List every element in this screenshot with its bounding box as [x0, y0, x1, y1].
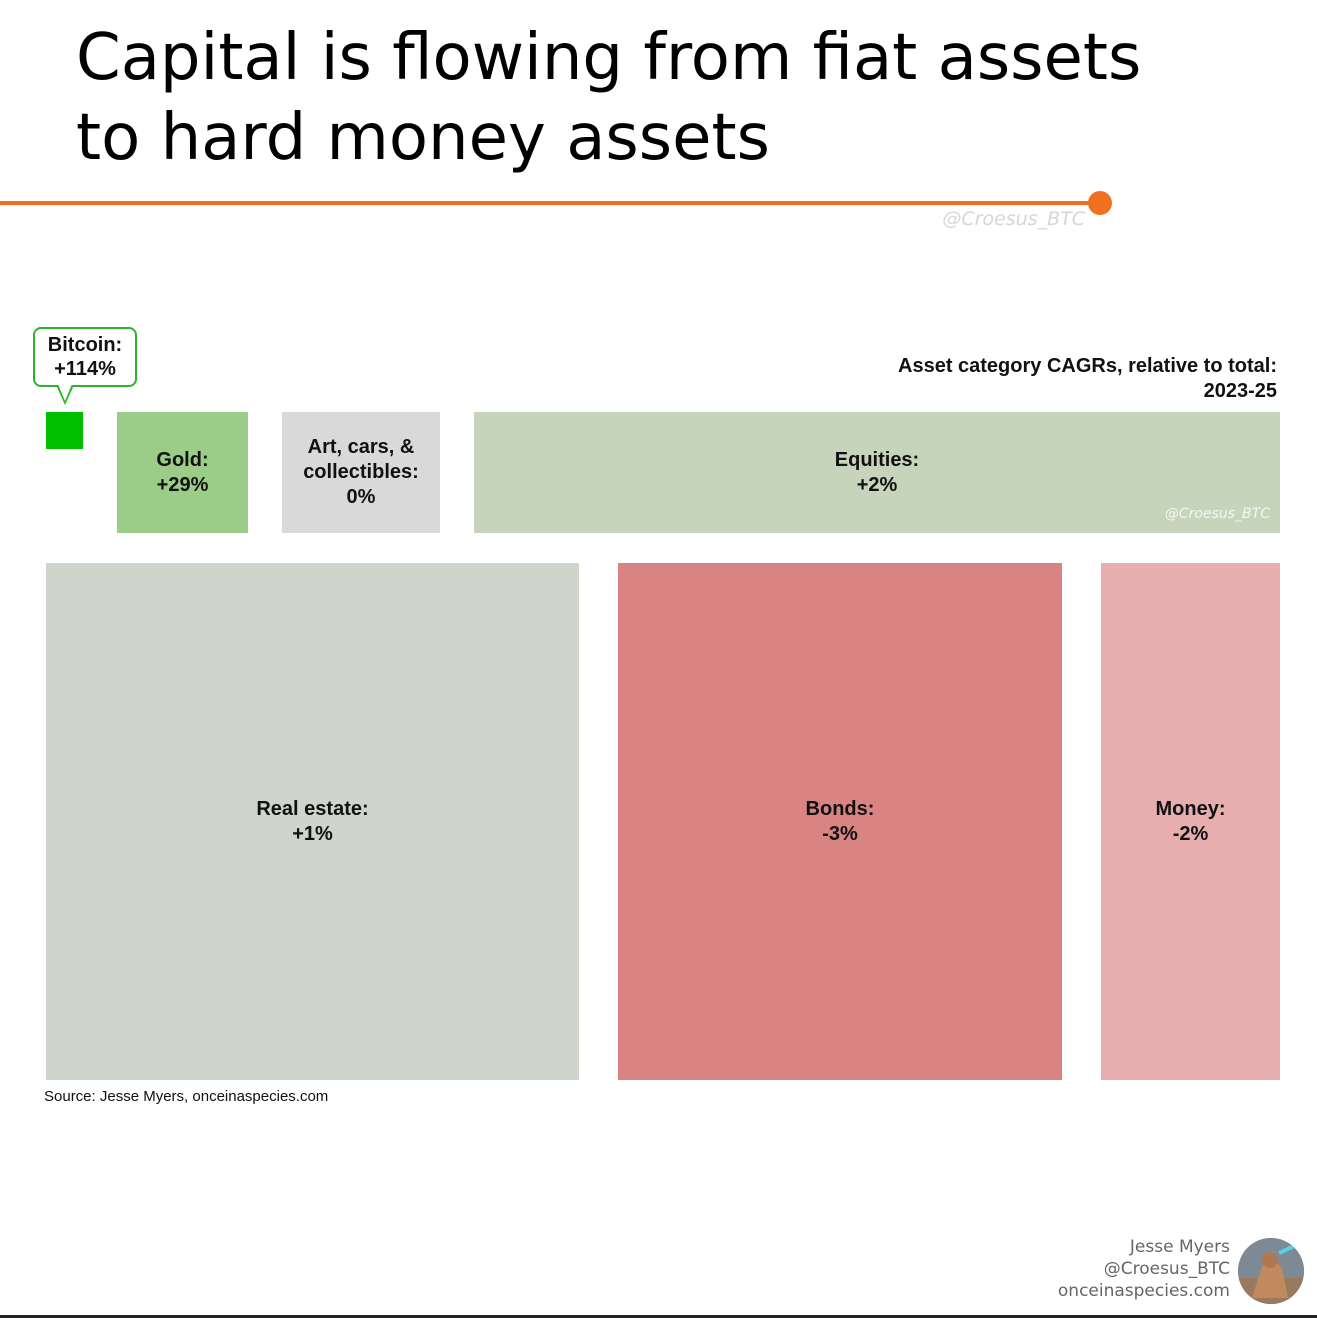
bitcoin-callout: Bitcoin: +114%	[33, 327, 137, 387]
author-credits: Jesse Myers @Croesus_BTC onceinaspecies.…	[1058, 1236, 1230, 1302]
tile-bonds-value: -3%	[822, 822, 858, 845]
tile-collectibles-name-2: collectibles:	[303, 461, 419, 483]
bitcoin-callout-name: Bitcoin:	[47, 334, 123, 356]
tile-real-estate: Real estate: +1%	[46, 563, 579, 1080]
bitcoin-callout-value: +114%	[54, 358, 116, 380]
tile-bonds-name: Bonds:	[805, 797, 875, 820]
source-note: Source: Jesse Myers, onceinaspecies.com	[44, 1088, 329, 1105]
tile-gold-name: Gold:	[156, 448, 209, 471]
avatar-image	[1238, 1238, 1304, 1304]
tile-collectibles: Art, cars, & collectibles: 0%	[282, 412, 440, 533]
credit-name: Jesse Myers	[1129, 1237, 1230, 1257]
title-line-1: Capital is flowing from fiat assets	[76, 21, 1142, 95]
tile-bonds: Bonds: -3%	[618, 563, 1062, 1080]
credit-handle: @Croesus_BTC	[1103, 1259, 1230, 1279]
tile-collectibles-name-1: Art, cars, &	[307, 436, 415, 458]
header-watermark: @Croesus_BTC	[942, 208, 1085, 230]
bottom-border	[0, 1315, 1317, 1318]
chart-title-text: Asset category CAGRs, relative to total:	[898, 355, 1277, 377]
divider-dot	[1088, 191, 1112, 215]
tile-collectibles-value: 0%	[346, 486, 376, 508]
tile-gold-value: +29%	[156, 473, 209, 496]
credit-site: onceinaspecies.com	[1057, 1281, 1230, 1301]
tile-real-estate-name: Real estate:	[256, 797, 369, 820]
tile-gold: Gold: +29%	[117, 412, 248, 533]
avatar	[1238, 1238, 1304, 1304]
tile-money-value: -2%	[1172, 822, 1209, 845]
chart-title: Asset category CAGRs, relative to total:…	[898, 354, 1277, 404]
tile-equities-name: Equities:	[834, 448, 920, 471]
tile-money: Money: -2%	[1101, 563, 1280, 1080]
page-title: Capital is flowing from fiat assets to h…	[76, 18, 1276, 178]
tile-equities: Equities: +2% @Croesus_BTC	[474, 412, 1280, 533]
tile-watermark: @Croesus_BTC	[1164, 506, 1270, 522]
callout-pointer-fill	[58, 384, 72, 401]
title-line-2: to hard money assets	[76, 101, 770, 175]
tile-bitcoin	[46, 412, 83, 449]
tile-equities-value: +2%	[856, 473, 898, 496]
tile-real-estate-value: +1%	[292, 822, 333, 845]
chart-subtitle-text: 2023-25	[1203, 380, 1277, 402]
tile-money-name: Money:	[1155, 797, 1226, 820]
orange-divider	[0, 201, 1100, 205]
